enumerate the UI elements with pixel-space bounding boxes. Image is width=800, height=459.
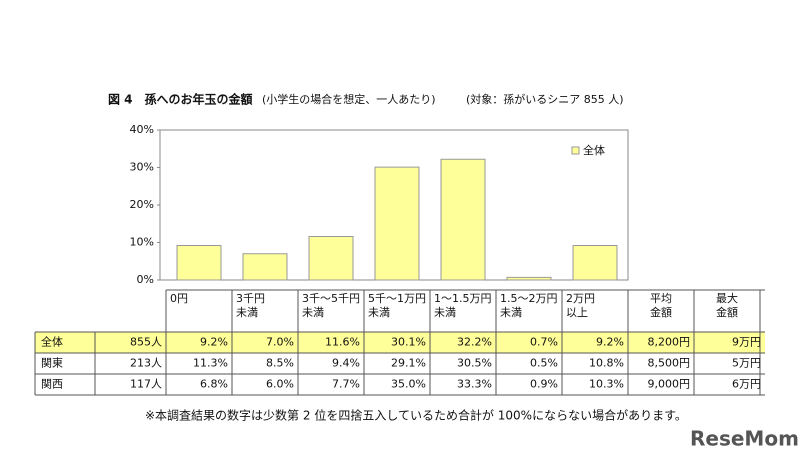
table-cell: 9万円 (732, 336, 761, 349)
row-label: 全体 (41, 335, 63, 349)
y-tick-label: 30% (130, 161, 154, 174)
chart-title: 図 4 孫へのお年玉の金額 (108, 92, 253, 107)
table-cell: 9,000円 (648, 378, 691, 391)
table-cell: 32.2% (457, 336, 492, 349)
bar (176, 245, 222, 281)
row-count: 855人 (130, 336, 162, 349)
table-cell: 6万円 (732, 378, 761, 391)
column-header: 3千円 (236, 292, 265, 305)
table-cell: 6.8% (200, 378, 228, 391)
column-header: 0円 (170, 292, 188, 305)
table-cell: 8,200円 (648, 336, 691, 349)
table-cell: 10.8% (589, 357, 624, 370)
table-cell: 7.7% (332, 378, 360, 391)
column-header: 3千～5千円 (302, 292, 360, 305)
y-tick-label: 40% (130, 123, 154, 136)
table-cell: 0.9% (530, 378, 558, 391)
logo: ReseMom (690, 427, 799, 451)
table-cell: 8.5% (266, 357, 294, 370)
chart-subtitle: (小学生の場合を想定、一人あたり) (262, 92, 436, 106)
table-cell: 29.1% (391, 357, 426, 370)
table-cell: 0.5% (530, 357, 558, 370)
bar (242, 253, 288, 281)
bar (308, 236, 354, 281)
column-header: 未満 (434, 306, 456, 319)
row-count: 213人 (130, 357, 162, 370)
row-count: 117人 (130, 378, 162, 391)
legend-label: 全体 (583, 143, 605, 157)
column-header: 1.5～2万円 (500, 292, 558, 305)
column-header: 平均 (650, 292, 672, 305)
column-header: 金額 (650, 305, 672, 319)
table-cell: 9.2% (200, 336, 228, 349)
y-tick-label: 20% (130, 198, 154, 211)
row-label: 関西 (41, 378, 63, 391)
column-header: 以上 (566, 306, 588, 319)
table-cell: 6.0% (266, 378, 294, 391)
column-header: 未満 (500, 306, 522, 319)
table-cell: 33.3% (457, 378, 492, 391)
table-cell: 8,500円 (648, 357, 691, 370)
table-cell: 9.2% (596, 336, 624, 349)
column-header: 最大 (716, 291, 738, 305)
table-cell: 30.1% (391, 336, 426, 349)
table-cell: 11.3% (193, 357, 228, 370)
column-header: 1～1.5万円 (434, 292, 492, 305)
bar (440, 158, 486, 281)
column-header: 金額 (716, 305, 738, 319)
bar (506, 276, 552, 281)
footnote: ※本調査結果の数字は少数第 2 位を四捨五入しているため合計が 100%にならな… (145, 408, 687, 423)
table-cell: 9.4% (332, 357, 360, 370)
highlight-row (35, 332, 765, 353)
bar (572, 245, 618, 281)
table-cell: 10.3% (589, 378, 624, 391)
row-label: 関東 (41, 357, 63, 370)
table-cell: 35.0% (391, 378, 426, 391)
bar (374, 166, 420, 281)
column-header: 5千～1万円 (368, 292, 426, 305)
target-note: (対象：孫がいるシニア 855 人) (466, 92, 624, 106)
table-cell: 5万円 (732, 357, 761, 370)
column-header: 未満 (302, 306, 324, 319)
column-header: 未満 (368, 306, 390, 319)
column-header: 2万円 (566, 292, 595, 305)
y-tick-label: 10% (130, 236, 154, 249)
legend-swatch (571, 146, 580, 155)
y-tick-label: 0% (137, 273, 154, 286)
column-header: 未満 (236, 306, 258, 319)
table-cell: 30.5% (457, 357, 492, 370)
table-cell: 0.7% (530, 336, 558, 349)
table-cell: 7.0% (266, 336, 294, 349)
table-cell: 11.6% (325, 336, 360, 349)
